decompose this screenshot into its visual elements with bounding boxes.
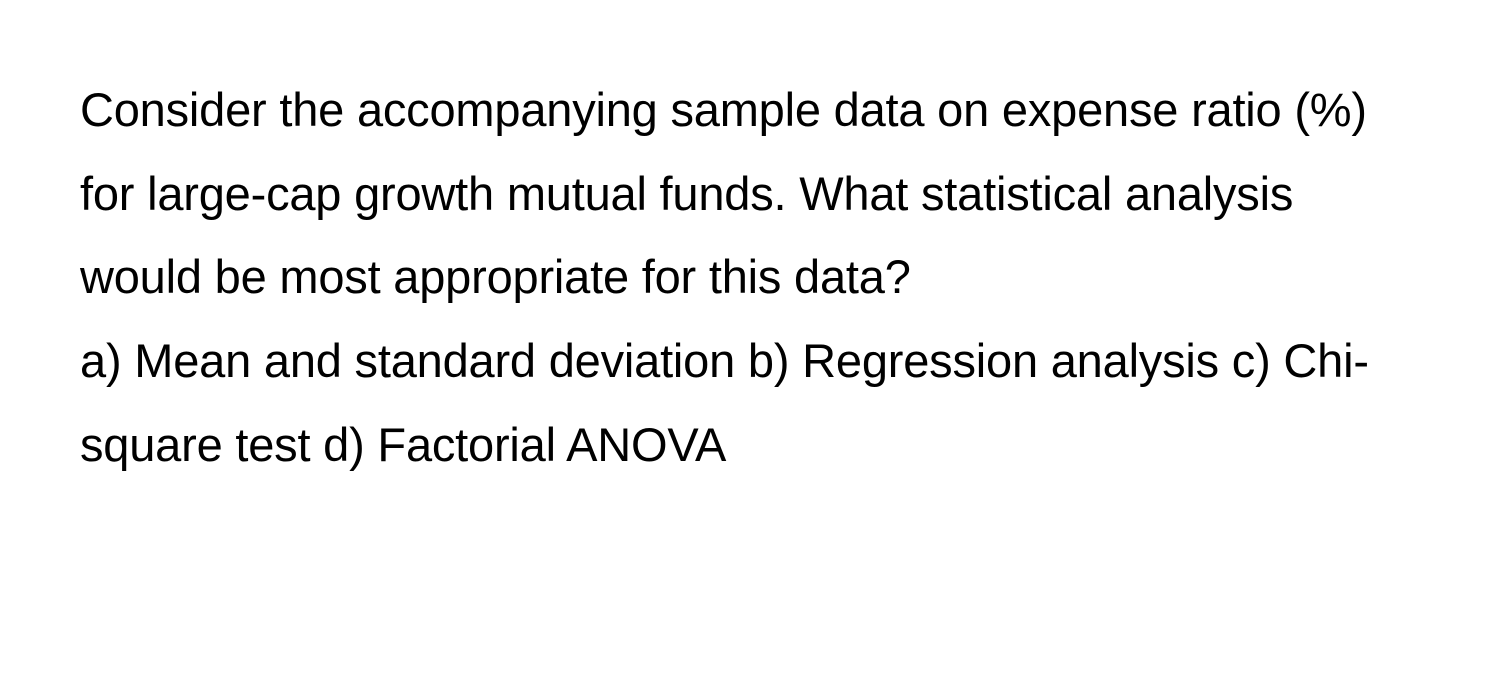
question-text: Consider the accompanying sample data on…	[80, 68, 1420, 486]
question-container: Consider the accompanying sample data on…	[80, 68, 1420, 486]
question-options: a) Mean and standard deviation b) Regres…	[80, 334, 1369, 471]
question-prompt: Consider the accompanying sample data on…	[80, 83, 1367, 303]
